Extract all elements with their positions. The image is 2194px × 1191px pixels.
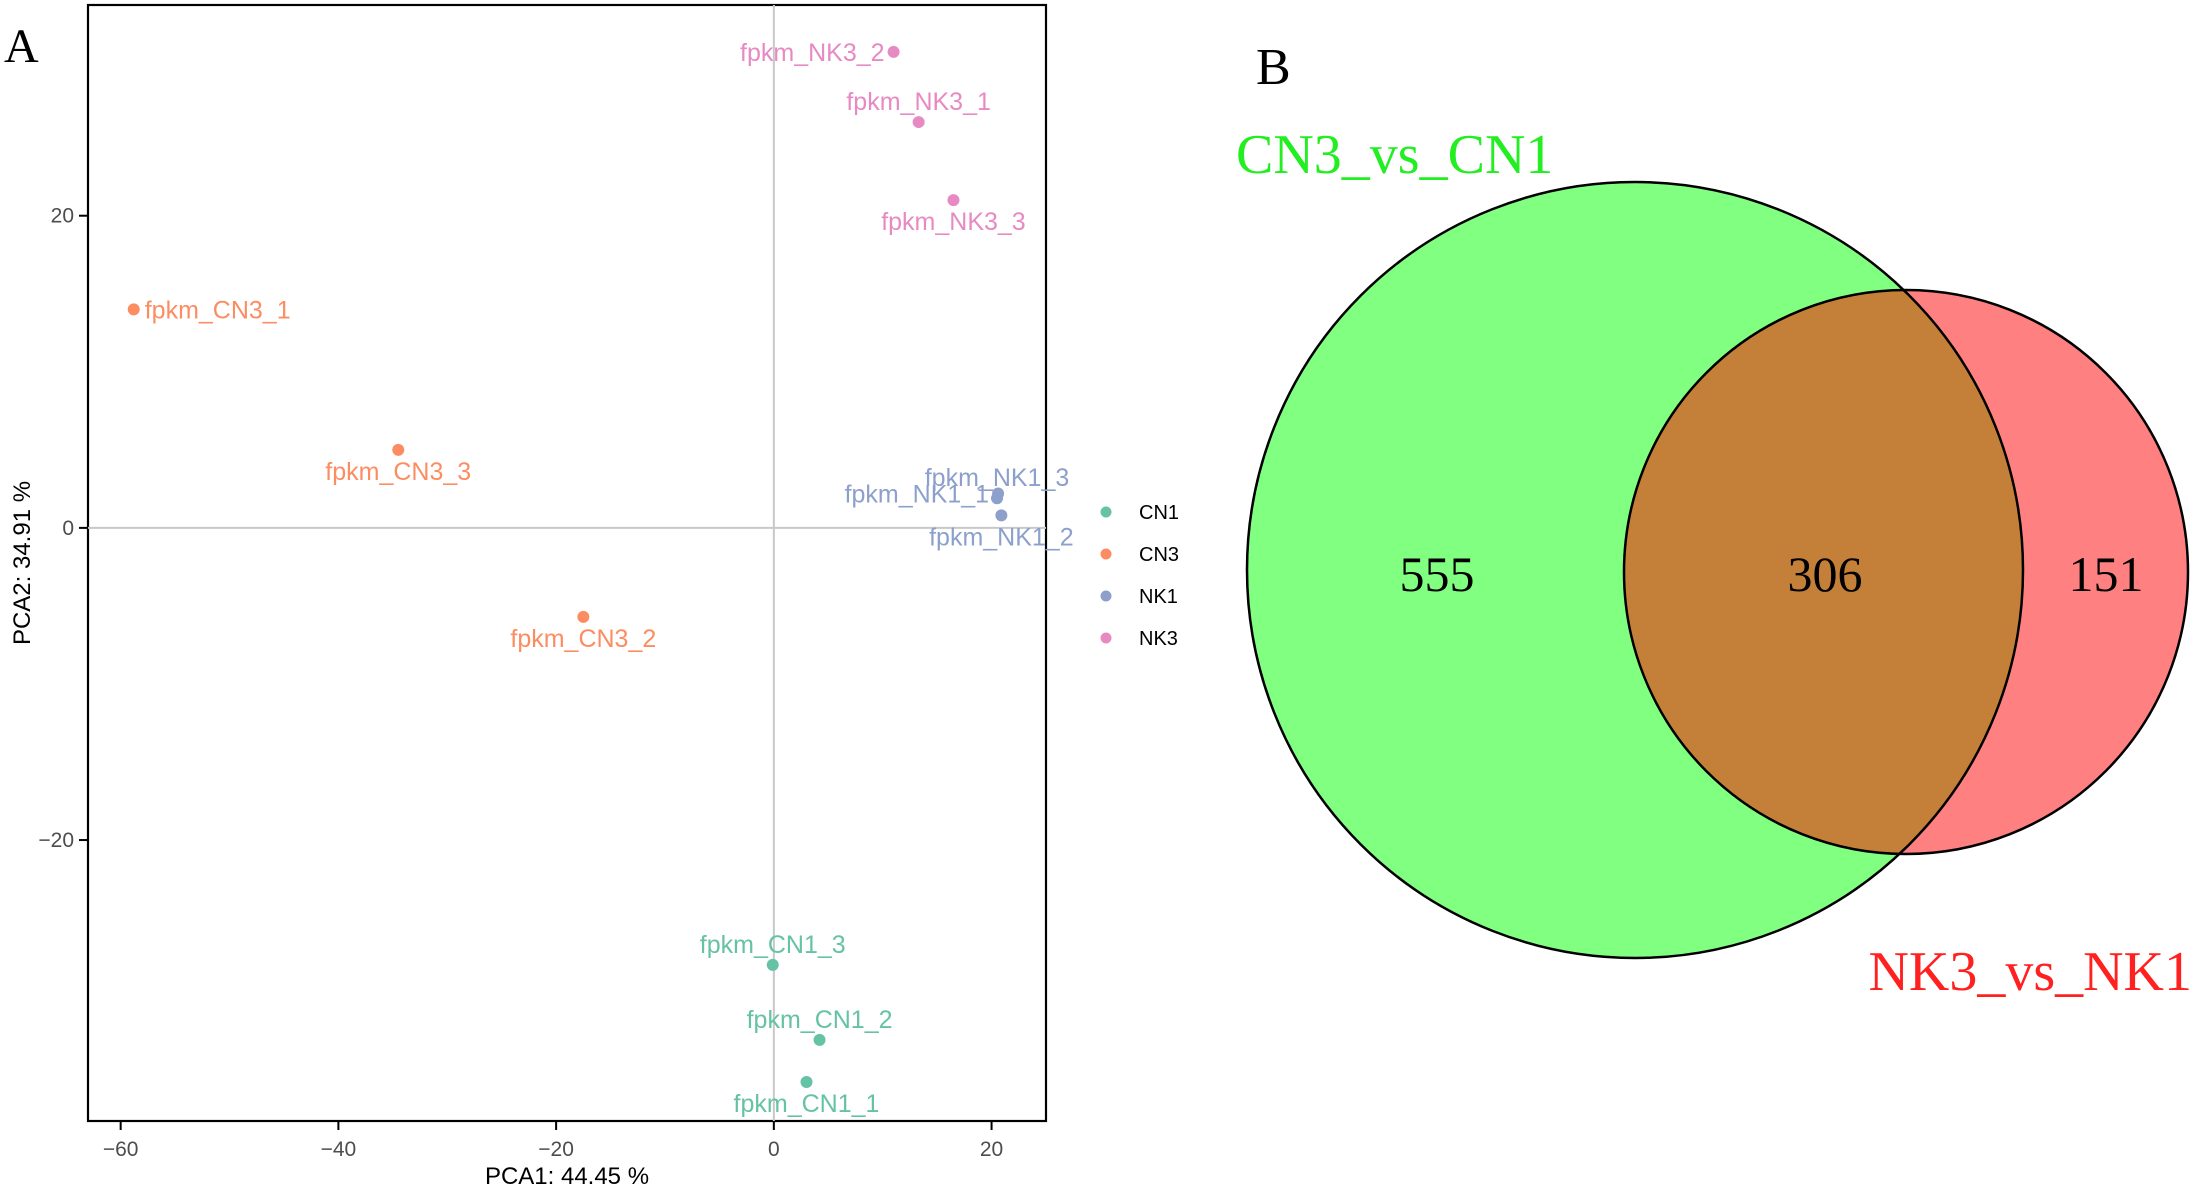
point-label: fpkm_CN3_2 <box>510 625 656 653</box>
data-point-nk3 <box>947 194 960 207</box>
x-axis-title: PCA1: 44.45 % <box>485 1163 649 1190</box>
data-point-cn1 <box>766 958 779 971</box>
data-point-cn1 <box>813 1033 826 1046</box>
venn-overlap-count: 306 <box>1788 546 1863 602</box>
point-label: fpkm_NK3_3 <box>881 208 1026 236</box>
venn-diagram: CN3_vs_CN1 NK3_vs_NK1 555 306 151 <box>1236 124 2192 1003</box>
y-tick-label: −20 <box>38 829 74 852</box>
venn-overlap-region <box>1624 290 2023 854</box>
panel-b-label: B <box>1256 39 1291 96</box>
x-tick-label: −60 <box>103 1138 139 1161</box>
point-label: fpkm_CN3_1 <box>145 296 291 324</box>
venn-set2-only-count: 151 <box>2069 546 2144 602</box>
legend-label: NK3 <box>1139 628 1178 650</box>
point-label: fpkm_CN1_1 <box>734 1090 880 1118</box>
data-point-cn1 <box>800 1075 813 1088</box>
legend-label: NK1 <box>1139 586 1178 608</box>
data-point-nk1 <box>991 492 1004 505</box>
legend: CN1 CN3 NK1 NK3 <box>1100 502 1179 650</box>
data-point-cn3 <box>392 443 405 456</box>
point-label: fpkm_NK3_2 <box>740 39 885 67</box>
venn-set1-name: CN3_vs_CN1 <box>1236 124 1553 186</box>
point-label: fpkm_NK1_2 <box>929 523 1074 551</box>
data-point-nk3 <box>912 116 925 129</box>
plot-frame <box>86 3 1048 1123</box>
panel-a-label: A <box>4 20 39 73</box>
data-point-cn3 <box>577 610 590 623</box>
y-tick-label: 20 <box>51 205 74 228</box>
point-label: fpkm_NK1_3 <box>925 464 1070 492</box>
point-label: fpkm_CN3_3 <box>325 458 471 486</box>
x-tick-label: −40 <box>321 1138 357 1161</box>
x-tick-label: 20 <box>980 1138 1003 1161</box>
data-point-nk1 <box>995 509 1008 522</box>
venn-set2-name: NK3_vs_NK1 <box>1868 941 2192 1003</box>
legend-key-nk3 <box>1100 632 1112 644</box>
point-label: fpkm_CN1_2 <box>747 1006 893 1034</box>
point-label: fpkm_NK3_1 <box>846 88 991 116</box>
data-point-cn3 <box>127 303 140 316</box>
legend-label: CN3 <box>1139 544 1179 566</box>
x-axis-ticks: −60 −40 −20 0 20 <box>103 1121 1003 1161</box>
y-axis-title: PCA2: 34.91 % <box>9 481 36 645</box>
pca-plot-area: −60 −40 −20 0 20 −20 0 20 fpkm_CN1_1 fpkm_CN1_2… <box>38 3 1074 1161</box>
y-axis-ticks: −20 0 20 <box>38 205 88 852</box>
x-tick-label: 0 <box>768 1138 780 1161</box>
legend-key-cn3 <box>1100 548 1112 560</box>
y-tick-label: 0 <box>62 517 74 540</box>
legend-key-nk1 <box>1100 590 1112 602</box>
venn-set1-only-count: 555 <box>1400 546 1475 602</box>
venn-set1-outline <box>1245 180 2025 960</box>
legend-key-cn1 <box>1100 506 1112 518</box>
x-tick-label: −20 <box>538 1138 574 1161</box>
data-points: fpkm_CN1_1 fpkm_CN1_2 fpkm_CN1_3 fpkm_CN3_1… <box>127 39 1074 1118</box>
point-label: fpkm_NK1_1 <box>845 481 990 509</box>
legend-label: CN1 <box>1139 502 1179 524</box>
point-label: fpkm_CN1_3 <box>700 931 846 959</box>
data-point-nk3 <box>887 45 900 58</box>
venn-set2-outline <box>1622 288 2190 856</box>
